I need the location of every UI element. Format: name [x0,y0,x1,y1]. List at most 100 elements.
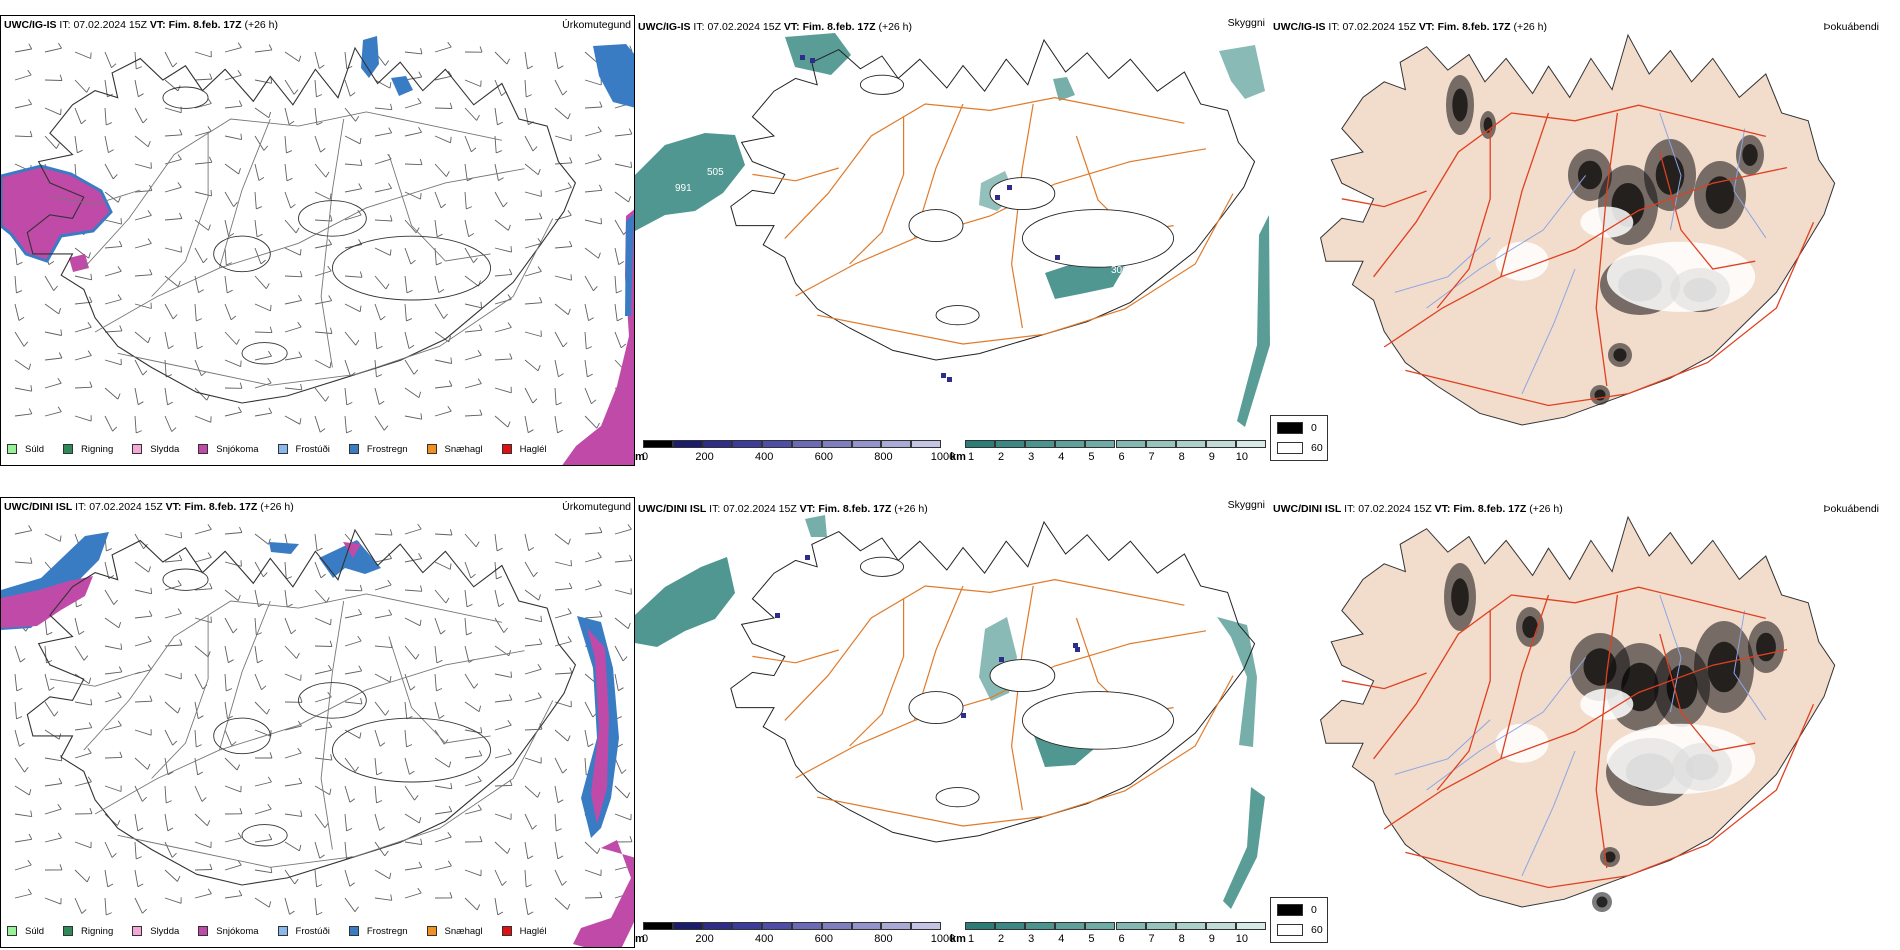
precip-patches [1,36,634,465]
scale-tick-label: 7 [1148,451,1155,463]
scale-tick-label: 600 [814,933,833,945]
road-network [49,111,554,386]
scale-segment [965,922,996,930]
precip-legend-item: Frostúði [277,444,330,455]
road-network [49,593,554,868]
scale-tick-label: 5 [1088,451,1095,463]
precip-legend-item: Súld [7,444,44,455]
coastline [730,520,1256,843]
precip-type-panel-2: UWC/DINI ISL IT: 07.02.2024 15Z VT: Fim.… [0,497,635,948]
legend-swatch [426,444,437,454]
glacier-outline [298,200,367,237]
precip-legend-item: Slydda [132,926,179,937]
scale-tick-label: 400 [755,451,774,463]
road-network [1341,104,1815,407]
legend-label: Haglél [519,925,547,937]
scale-tick-label: 1 [967,933,975,945]
fog-legend-label: 0 [1311,422,1317,434]
scale-unit: m [635,451,645,463]
scale-tick-label: 2 [998,451,1005,463]
coastline [26,528,577,886]
scale-segment [1115,922,1146,930]
scale-segment [1085,440,1116,448]
precip-legend-1: Súld Rigning Slydda Snjókoma Frostúði Frostre… [7,441,566,457]
legend-label: Súld [25,925,45,937]
glacier-outline [162,568,209,591]
scale-segment [792,922,822,930]
scale-segment [702,440,733,448]
fog-legend-1: 0 60 [1270,415,1328,461]
river-network [1394,112,1767,395]
glacier-outline [241,342,288,365]
scale-tick-label: 800 [874,451,893,463]
legend-swatch [7,926,17,936]
wind-barbs [14,523,633,916]
legend-label: Slydda [150,925,180,937]
cloud-base-scale-1: m 0 200 400 600 800 1000 [635,438,955,466]
fog-title-2: Þokuábendi [1823,503,1879,515]
scale-segment [1145,922,1176,930]
scale-segment [1145,440,1176,448]
scale-segment [792,440,822,448]
glacier-outline [908,691,964,725]
coastline [26,46,577,404]
scale-segment [1055,922,1086,930]
scale-tick-label: 8 [1178,451,1185,463]
glacier-outline [908,209,964,243]
scale-tick-label: 9 [1208,451,1215,463]
cloud-map-1: 991 505 306 4 [635,33,1270,427]
legend-label: Slydda [150,443,180,455]
scale-tick-label: 800 [874,933,893,945]
glacier-outline [331,717,492,783]
visibility-scale-1: km 1 2 3 4 5 6 7 8 9 10 [950,438,1270,466]
cloud-base-scale-2: m 0 200 400 600 800 1000 [635,920,955,948]
legend-label: Frostregn [366,925,408,937]
legend-label: Rigning [81,443,114,455]
precip-legend-item: Haglél [501,444,547,455]
precip-legend-2: Súld Rigning Slydda Snjókoma Frostúði Frostre… [7,923,566,939]
scale-segment [881,922,912,930]
coastline [730,38,1256,361]
fog-header-1: UWC/IG-IS IT: 07.02.2024 15Z VT: Fim. 8.… [1273,21,1548,33]
precip-legend-item: Snjókoma [198,926,259,937]
legend-swatch [348,444,359,454]
scale-segment [911,440,941,448]
map-value-label: 306 [1111,265,1128,276]
legend-swatch [198,926,209,936]
fog-legend-label: 0 [1311,904,1317,916]
road-network [1341,586,1815,889]
scale-tick-label: 6 [1118,451,1125,463]
scale-segment [762,922,792,930]
precip-legend-item: Snæhagl [426,444,483,455]
fog-index-areas [1446,75,1764,405]
fog-legend-label: 60 [1311,924,1323,936]
cloud-header-2: UWC/DINI ISL IT: 07.02.2024 15Z VT: Fim.… [638,503,928,515]
fog-map-2 [1320,515,1836,912]
precip-header-1: UWC/IG-IS IT: 07.02.2024 15Z VT: Fim. 8.… [4,19,279,31]
precip-legend-item: Súld [7,926,44,937]
scale-tick-label: 0 [641,451,649,463]
precip-patches [1,532,634,947]
scale-tick-label: 1000 [930,451,956,463]
fog-legend-2: 0 60 [1270,897,1328,943]
glacier-outline [859,556,905,577]
scale-tick-label: 10 [1235,933,1249,945]
scale-tick-label: 0 [641,933,649,945]
scale-segment [762,440,792,448]
legend-swatch [426,926,437,936]
glacier-outline [213,717,271,755]
scale-tick-label: 1 [967,451,975,463]
scale-segment [1025,922,1056,930]
glacier-outline [241,824,288,847]
precip-legend-item: Frostregn [348,444,408,455]
scale-tick-label: 3 [1028,933,1035,945]
scale-tick-label: 8 [1178,933,1185,945]
scale-segment [1205,440,1236,448]
scale-segment [1175,922,1206,930]
scale-unit: km [950,933,966,945]
fog-header-2: UWC/DINI ISL IT: 07.02.2024 15Z VT: Fim.… [1273,503,1563,515]
scale-unit: m [635,933,645,945]
scale-segment [1235,922,1266,930]
precip-type-map-2 [1,523,634,947]
